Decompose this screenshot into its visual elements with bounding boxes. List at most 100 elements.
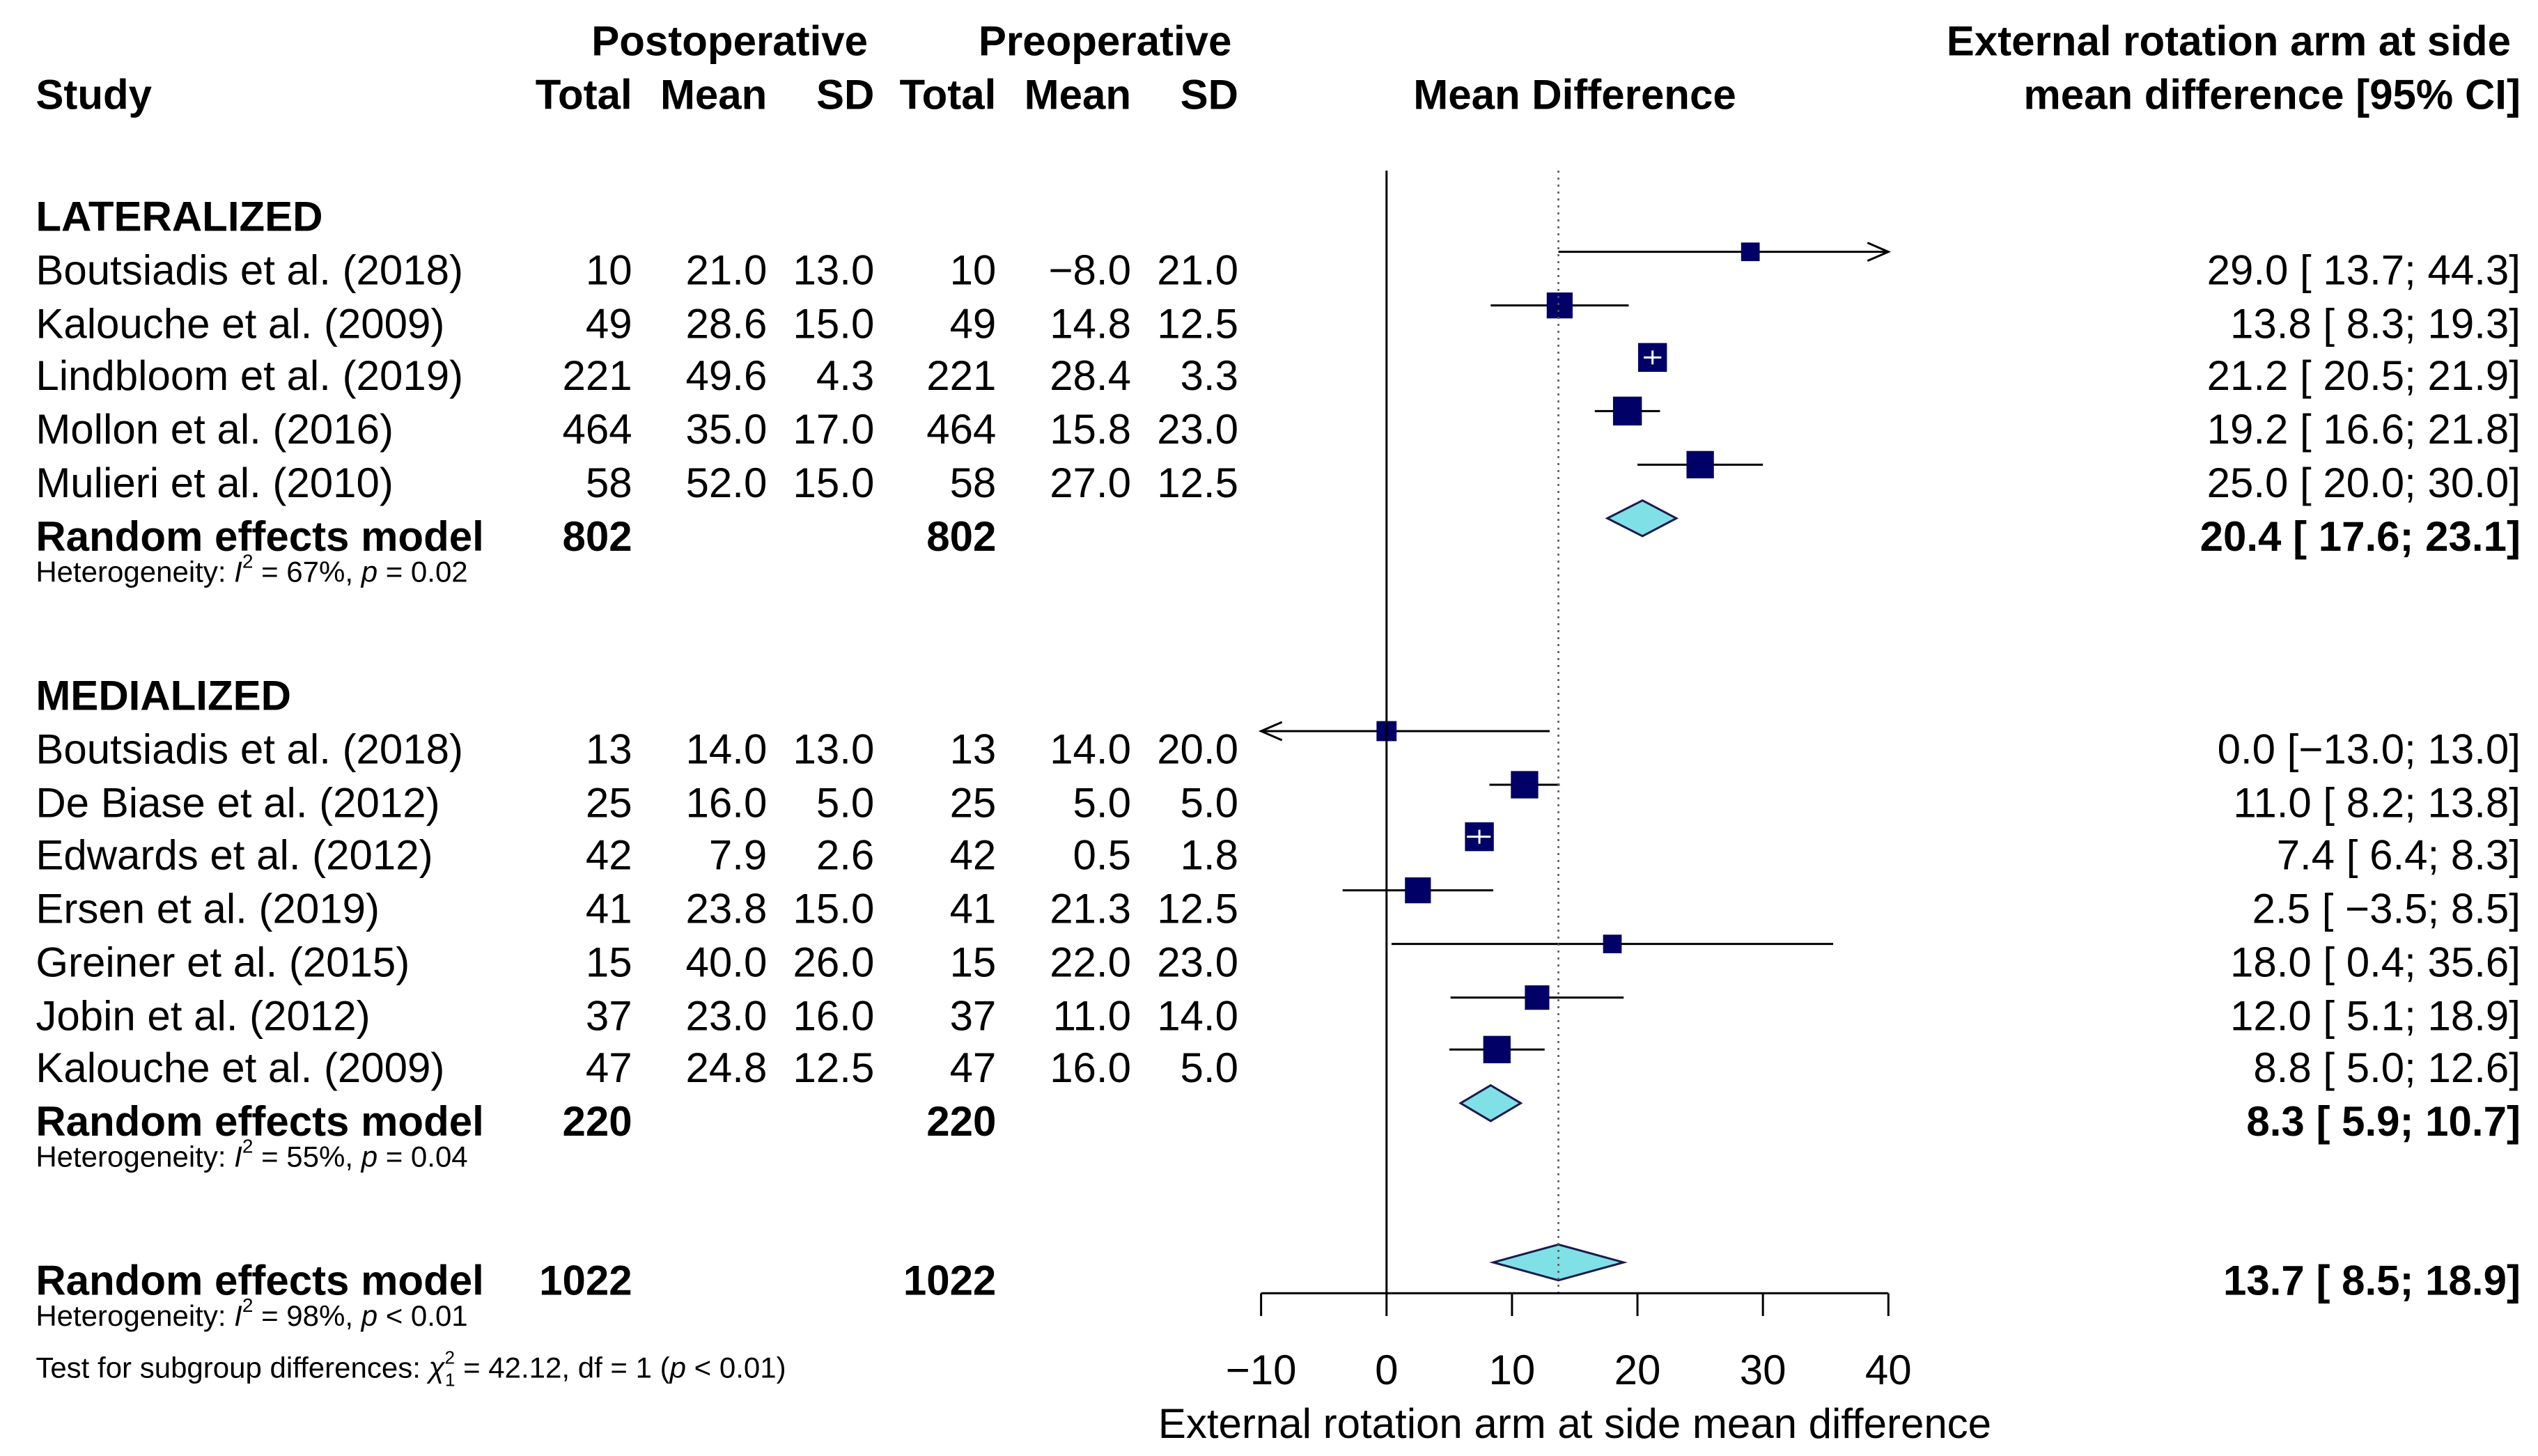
header-mean-difference: Mean Difference: [1413, 71, 1736, 118]
pre-mean: 5.0: [1073, 780, 1131, 827]
post-sd: 15.0: [793, 885, 875, 932]
header-pre-mean: Mean: [1025, 71, 1131, 118]
pre-sd: 20.0: [1157, 726, 1238, 773]
post-sd: 16.0: [793, 992, 875, 1039]
pre-mean: 14.8: [1050, 300, 1131, 347]
x-tick-label: 30: [1740, 1347, 1786, 1393]
post-total: 221: [563, 352, 632, 399]
study-label: Boutsiadis et al. (2018): [36, 246, 463, 293]
subgroup-diamond: [1458, 1083, 1523, 1122]
pre-sd: 5.0: [1181, 1044, 1238, 1091]
pre-total: 464: [926, 406, 996, 453]
effect-square: [1483, 1035, 1511, 1063]
x-axis-label: External rotation arm at side mean diffe…: [1158, 1400, 1991, 1447]
post-sd: 17.0: [793, 406, 875, 453]
post-mean: 52.0: [686, 460, 768, 506]
x-tick-label: 0: [1375, 1347, 1398, 1393]
header-preoperative: Preoperative: [979, 17, 1232, 64]
ci-text: 29.0 [ 13.7; 44.3]: [2207, 246, 2521, 293]
header-study: Study: [36, 71, 152, 118]
pre-mean: −8.0: [1049, 246, 1131, 293]
post-sd: 5.0: [816, 780, 874, 827]
effect-square: [1686, 451, 1714, 478]
post-total: 47: [586, 1044, 632, 1091]
effect-square: [1525, 985, 1550, 1010]
post-sd: 12.5: [793, 1044, 875, 1091]
post-sd: 2.6: [816, 831, 874, 878]
post-sd: 4.3: [816, 352, 874, 399]
study-label: Kalouche et al. (2009): [36, 1044, 444, 1091]
x-tick-label: 40: [1865, 1347, 1912, 1393]
effect-square: [1603, 934, 1622, 953]
pre-total: 15: [950, 939, 997, 985]
post-mean: 23.8: [686, 885, 768, 932]
subgroup-diamond: [1605, 499, 1679, 538]
post-total: 37: [586, 992, 632, 1039]
overall-pre-total: 1022: [903, 1258, 996, 1304]
header-effect-line2: mean difference [95% CI]: [2023, 71, 2521, 118]
overall-post-total: 1022: [539, 1258, 632, 1304]
model-ci-text: 8.3 [ 5.9; 10.7]: [2246, 1098, 2521, 1145]
study-label: Mollon et al. (2016): [36, 406, 394, 453]
pre-sd: 21.0: [1157, 246, 1238, 293]
pre-mean: 22.0: [1050, 939, 1131, 985]
ci-text: 2.5 [ −3.5; 8.5]: [2252, 885, 2521, 932]
pre-sd: 23.0: [1157, 939, 1238, 985]
effect-square: [1405, 877, 1431, 904]
pre-sd: 5.0: [1181, 780, 1238, 827]
post-mean: 23.0: [686, 992, 768, 1039]
model-label: Random effects model: [36, 1098, 483, 1145]
ci-text: 19.2 [ 16.6; 21.8]: [2207, 406, 2521, 453]
pre-total: 221: [926, 352, 996, 399]
post-mean: 21.0: [686, 246, 768, 293]
x-tick-label: −10: [1226, 1347, 1297, 1393]
study-label: Ersen et al. (2019): [36, 885, 380, 932]
pre-total: 49: [950, 300, 997, 347]
ci-text: 13.8 [ 8.3; 19.3]: [2230, 300, 2521, 347]
post-total: 41: [586, 885, 632, 932]
post-mean: 24.8: [686, 1044, 768, 1091]
subgroup-test-text: Test for subgroup differences: χ2 1 = 42.…: [36, 1347, 786, 1391]
ci-text: 12.0 [ 5.1; 18.9]: [2230, 992, 2521, 1039]
group-title-1: MEDIALIZED: [36, 673, 291, 719]
effect-square: [1546, 292, 1573, 319]
pre-total: 42: [950, 831, 997, 878]
header-pre-sd: SD: [1181, 71, 1238, 118]
study-label: Boutsiadis et al. (2018): [36, 726, 463, 773]
model-post-total: 220: [563, 1098, 632, 1145]
pre-total: 10: [950, 246, 997, 293]
pre-mean: 15.8: [1050, 406, 1131, 453]
post-total: 25: [586, 780, 632, 827]
study-label: Lindbloom et al. (2019): [36, 352, 463, 399]
pre-mean: 14.0: [1050, 726, 1131, 773]
ci-text: 11.0 [ 8.2; 13.8]: [2233, 780, 2521, 827]
ci-text: 21.2 [ 20.5; 21.9]: [2207, 352, 2521, 399]
study-label: Jobin et al. (2012): [36, 992, 370, 1039]
pre-mean: 0.5: [1073, 831, 1131, 878]
heterogeneity-text: Heterogeneity: I2 = 67%, p = 0.02: [36, 550, 467, 588]
post-total: 49: [586, 300, 632, 347]
pre-total: 37: [950, 992, 997, 1039]
post-total: 58: [586, 460, 632, 506]
study-label: Edwards et al. (2012): [36, 831, 433, 878]
model-pre-total: 802: [926, 513, 996, 560]
post-sd: 13.0: [793, 246, 875, 293]
pre-sd: 12.5: [1157, 300, 1238, 347]
model-post-total: 802: [563, 513, 632, 560]
effect-square: [1511, 771, 1539, 799]
pre-total: 13: [950, 726, 997, 773]
effect-square: [1612, 396, 1642, 426]
ci-arrow-right: [1867, 242, 1892, 263]
pre-mean: 16.0: [1050, 1044, 1131, 1091]
pre-mean: 28.4: [1050, 352, 1131, 399]
overall-heterogeneity-text: Heterogeneity: I2 = 98%, p < 0.01: [36, 1294, 467, 1332]
study-label: Greiner et al. (2015): [36, 939, 410, 985]
post-mean: 35.0: [686, 406, 768, 453]
ci-text: 25.0 [ 20.0; 30.0]: [2207, 460, 2521, 506]
header-pre-total: Total: [899, 71, 996, 118]
ci-text: 8.8 [ 5.0; 12.6]: [2253, 1044, 2521, 1091]
header-postoperative: Postoperative: [591, 17, 868, 64]
ci-text: 7.4 [ 6.4; 8.3]: [2277, 831, 2521, 878]
pre-sd: 14.0: [1157, 992, 1238, 1039]
